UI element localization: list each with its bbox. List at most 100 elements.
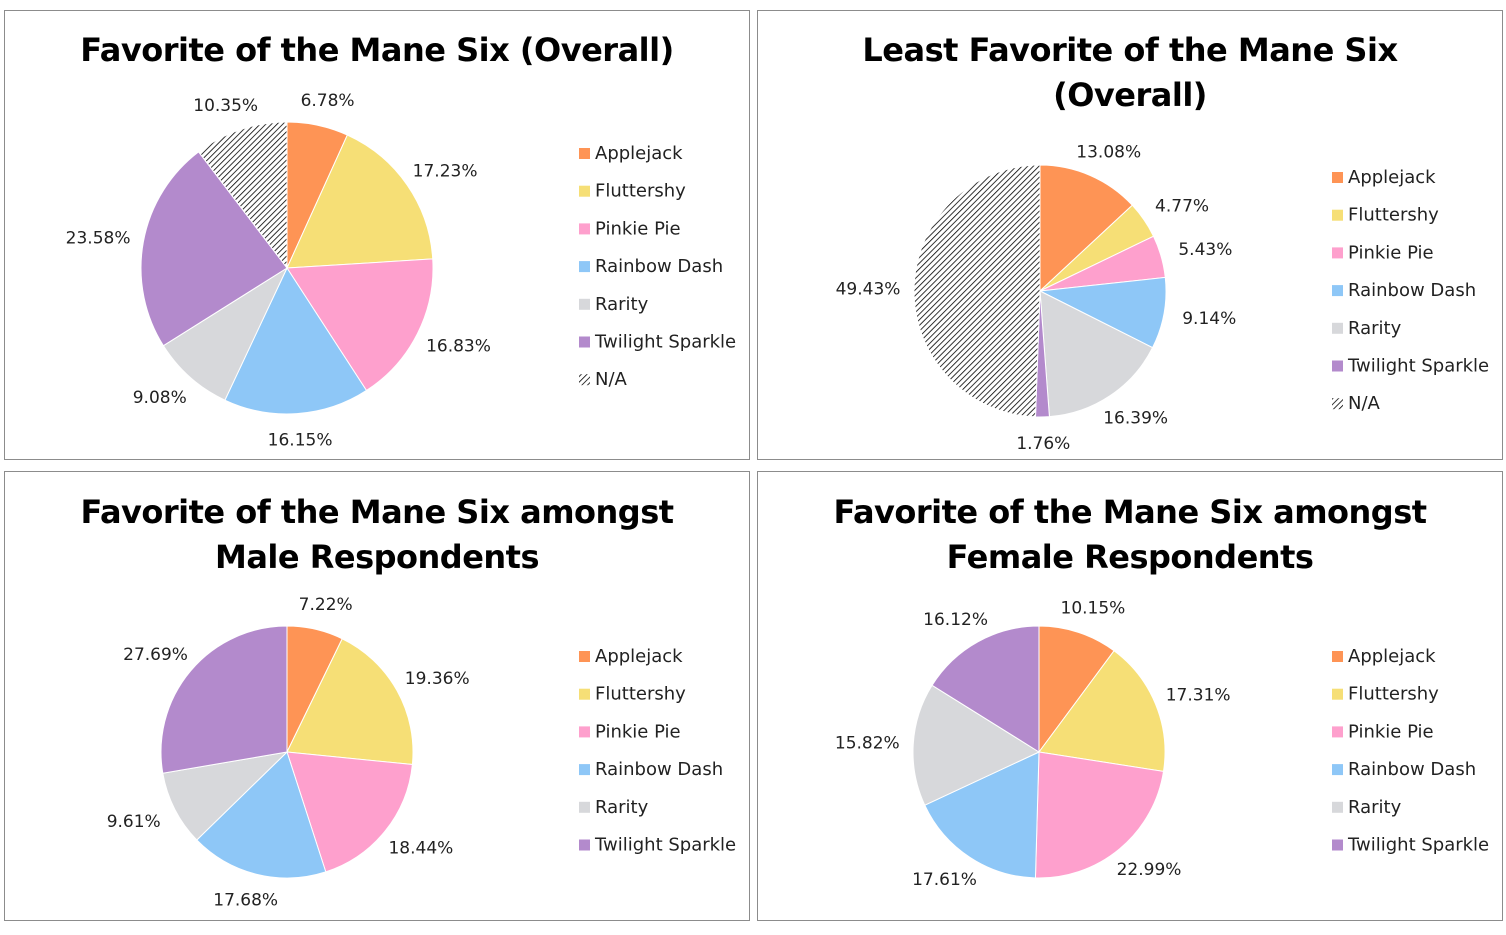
chart-title: Favorite of the Mane Six amongst Female R… <box>758 490 1502 580</box>
chart-panel-favorite-male: Favorite of the Mane Six amongst Male Res… <box>4 471 750 921</box>
legend-label: Applejack <box>595 646 683 667</box>
legend-swatch <box>1332 801 1343 813</box>
legend-label: Twilight Sparkle <box>1347 835 1489 856</box>
data-label: 22.99% <box>1117 860 1182 880</box>
data-label: 6.78% <box>301 91 355 111</box>
legend-swatch <box>1332 247 1343 259</box>
pie-slice-rainbow-dash <box>224 266 368 415</box>
pie-slice-twilight-sparkle <box>160 625 288 774</box>
legend-label: Fluttershy <box>1348 684 1439 705</box>
legend-swatch <box>579 801 590 813</box>
legend-swatch <box>579 261 590 273</box>
pie-slice-rarity <box>162 751 289 841</box>
legend-item: Twilight Sparkle <box>1332 356 1489 377</box>
data-label: 16.15% <box>268 431 333 451</box>
title-line: Least Favorite of the Mane Six <box>862 31 1398 69</box>
legend-item: Applejack <box>1332 167 1436 188</box>
legend-swatch <box>579 374 590 386</box>
data-label: 4.77% <box>1155 196 1209 216</box>
legend-swatch <box>579 148 590 159</box>
legend-item: Rainbow Dash <box>1332 280 1476 301</box>
legend-item: Pinkie Pie <box>579 218 681 239</box>
legend-label: Rarity <box>595 294 649 315</box>
data-label: 18.44% <box>388 838 453 858</box>
data-label: 10.35% <box>193 96 258 116</box>
legend-swatch <box>1332 688 1343 700</box>
legend-swatch <box>1332 398 1343 410</box>
pie-slice-n-a <box>197 121 288 270</box>
data-label: 5.43% <box>1178 240 1232 260</box>
title-line: Male Respondents <box>214 538 540 576</box>
legend-label: Pinkie Pie <box>1348 721 1434 742</box>
chart-panel-least-favorite-overall: Least Favorite of the Mane Six (Overall) … <box>757 10 1503 460</box>
pie-chart: 6.78% 17.23% 16.83% 16.15% 9.08% 23.58% 10.35%… <box>66 91 736 451</box>
legend-item: Pinkie Pie <box>579 721 681 742</box>
legend-item: Rainbow Dash <box>579 759 723 780</box>
legend-swatch <box>1332 322 1343 334</box>
pie-slice-pinkie-pie <box>286 751 413 873</box>
legend-swatch <box>1332 764 1343 776</box>
legend-item: Rarity <box>579 294 649 315</box>
chart-title: Least Favorite of the Mane Six (Overall) <box>758 28 1502 118</box>
pie-slice-twilight-sparkle <box>140 151 288 347</box>
legend-label: Twilight Sparkle <box>594 332 736 353</box>
data-label: 16.12% <box>923 610 988 630</box>
chart-title: Favorite of the Mane Six amongst Male Res… <box>5 490 749 580</box>
legend-item: Fluttershy <box>579 181 686 202</box>
legend-swatch <box>579 688 590 700</box>
pie-slice-n-a <box>913 164 1041 418</box>
legend-item: Rainbow Dash <box>579 256 723 277</box>
legend-swatch <box>579 839 590 851</box>
data-label: 17.31% <box>1166 685 1231 705</box>
data-label: 10.15% <box>1061 599 1126 619</box>
data-label: 1.76% <box>1016 434 1070 454</box>
title-line: Favorite of the Mane Six amongst <box>80 493 674 531</box>
legend-swatch <box>1332 726 1343 738</box>
legend-item: Twilight Sparkle <box>1332 835 1489 856</box>
data-label: 27.69% <box>123 645 188 665</box>
data-label: 49.43% <box>836 279 901 299</box>
legend-item: Fluttershy <box>1332 205 1439 226</box>
legend-item: N/A <box>579 369 628 390</box>
data-label: 7.22% <box>299 595 353 615</box>
legend-swatch <box>579 764 590 776</box>
legend-swatch <box>579 223 590 235</box>
legend-swatch <box>579 651 590 662</box>
legend-swatch <box>579 185 590 197</box>
legend-label: Pinkie Pie <box>595 721 681 742</box>
pie-slice-rarity <box>912 684 1041 806</box>
chart-panel-favorite-female: Favorite of the Mane Six amongst Female R… <box>757 471 1503 921</box>
legend-swatch <box>1332 172 1343 183</box>
title-line: Female Respondents <box>946 538 1314 576</box>
chart-panel-favorite-overall: Favorite of the Mane Six (Overall) 6.78%… <box>4 10 750 460</box>
legend-item: Rarity <box>1332 318 1402 339</box>
legend-swatch <box>1332 285 1343 297</box>
pie-slice-pinkie-pie <box>1034 751 1165 879</box>
pie-slice-rainbow-dash <box>924 751 1040 879</box>
title-line: (Overall) <box>1053 76 1207 114</box>
legend-label: Rainbow Dash <box>595 759 723 780</box>
legend-label: N/A <box>1348 393 1381 414</box>
legend-label: Applejack <box>1348 646 1436 667</box>
legend-item: Rainbow Dash <box>1332 759 1476 780</box>
legend-item: Applejack <box>1332 646 1436 667</box>
legend-item: N/A <box>1332 393 1381 414</box>
pie-slice-applejack <box>1039 164 1133 293</box>
pie-slice-rainbow-dash <box>196 751 327 879</box>
legend-label: Rarity <box>595 797 649 818</box>
pie-slice-rarity <box>1039 290 1154 418</box>
data-label: 9.14% <box>1182 309 1236 329</box>
legend-item: Rarity <box>1332 797 1402 818</box>
legend-label: Rainbow Dash <box>1348 759 1476 780</box>
legend-swatch <box>1332 209 1343 221</box>
legend-item: Twilight Sparkle <box>579 835 736 856</box>
data-label: 17.68% <box>213 891 278 911</box>
legend-label: Rarity <box>1348 797 1402 818</box>
pie-slice-fluttershy <box>286 134 434 269</box>
pie-chart: 13.08% 4.77% 5.43% 9.14% 16.39% 1.76% 49.43% Ap… <box>836 143 1490 454</box>
legend-item: Applejack <box>579 646 683 667</box>
legend-label: Fluttershy <box>1348 205 1439 226</box>
data-label: 15.82% <box>835 734 900 754</box>
legend-item: Pinkie Pie <box>1332 721 1434 742</box>
data-label: 9.08% <box>133 388 187 408</box>
